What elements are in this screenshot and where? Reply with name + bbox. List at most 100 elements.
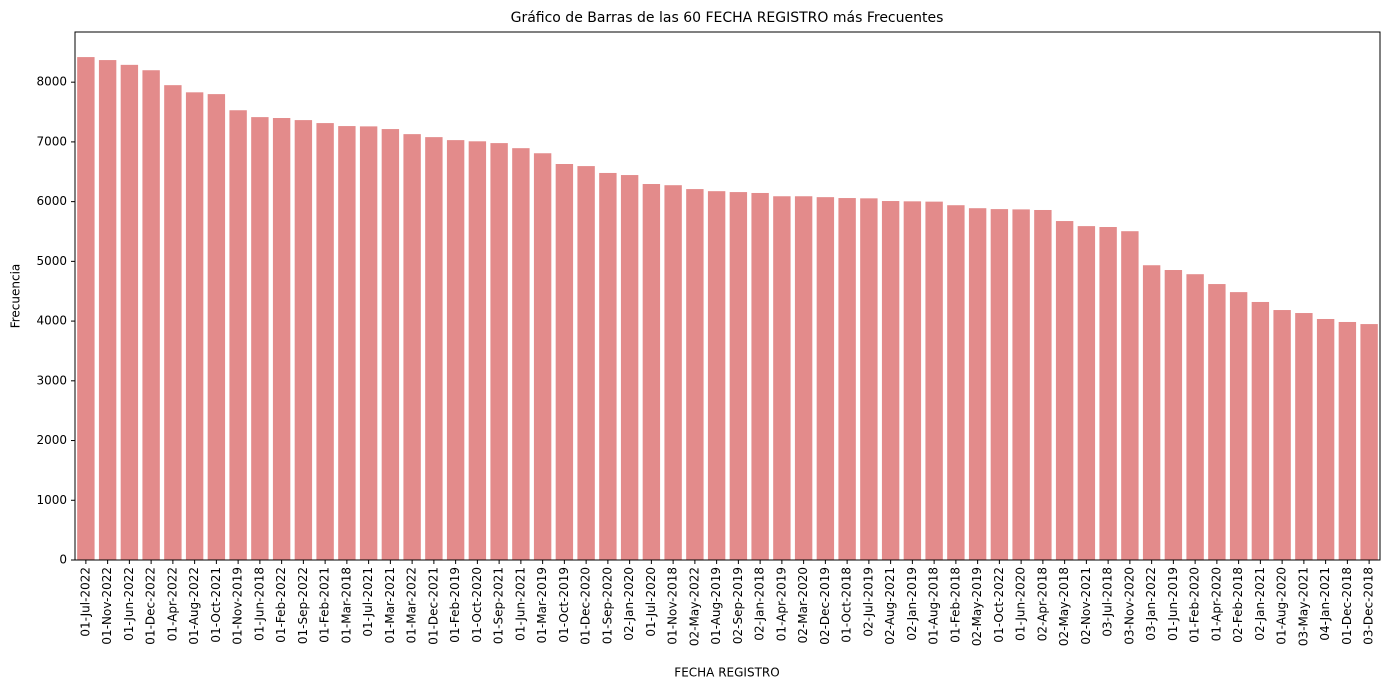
x-tick-label: 01-Mar-2022 <box>405 567 419 643</box>
x-tick-label: 01-Nov-2022 <box>100 567 114 645</box>
bar <box>381 129 400 560</box>
x-tick-label: 02-Jan-2021 <box>1253 567 1267 641</box>
x-tick-label: 01-Feb-2019 <box>448 567 462 643</box>
bar <box>272 118 291 561</box>
y-tick-label: 7000 <box>36 134 67 148</box>
y-axis-label: Frecuencia <box>9 264 23 329</box>
x-tick-label: 01-Dec-2018 <box>1340 567 1354 645</box>
x-tick-label: 02-Jan-2018 <box>753 567 767 641</box>
x-tick-label: 01-Jun-2020 <box>1014 567 1028 641</box>
x-tick-label: 01-Oct-2019 <box>557 567 571 643</box>
x-tick-label: 01-Dec-2022 <box>144 567 158 645</box>
x-tick-label: 03-Jan-2022 <box>1144 567 1158 641</box>
y-tick-label: 1000 <box>36 493 67 507</box>
x-tick-label: 01-Feb-2018 <box>948 567 962 643</box>
plot-frame <box>74 31 1381 561</box>
x-tick-label: 01-Jun-2018 <box>252 567 266 641</box>
bar <box>338 126 356 561</box>
bar <box>185 92 204 560</box>
x-tick-label: 01-Jun-2022 <box>122 567 136 641</box>
x-tick-label: 02-Jan-2020 <box>622 567 636 641</box>
bar <box>838 198 856 561</box>
bar <box>1360 324 1378 560</box>
bar <box>1164 270 1183 560</box>
x-tick-label: 01-Nov-2018 <box>666 567 680 645</box>
x-tick-label: 01-Nov-2019 <box>231 567 245 645</box>
x-tick-label: 01-Jul-2022 <box>78 567 92 637</box>
bar <box>773 196 791 560</box>
bar <box>642 184 661 561</box>
bar <box>816 197 835 560</box>
bar <box>251 117 269 560</box>
x-tick-label: 01-Mar-2018 <box>339 567 353 643</box>
x-tick-label: 03-May-2021 <box>1296 567 1310 646</box>
bar <box>729 192 748 561</box>
bar <box>425 137 443 560</box>
x-tick-label: 03-Nov-2020 <box>1122 567 1136 645</box>
y-tick-label: 6000 <box>36 194 67 208</box>
bar <box>925 201 943 560</box>
bar <box>1142 265 1161 560</box>
bar <box>446 140 465 561</box>
x-tick-label: 01-Jun-2021 <box>513 567 527 641</box>
x-tick-label: 01-Apr-2019 <box>774 567 788 641</box>
x-tick-label: 01-Aug-2022 <box>187 567 201 645</box>
x-tick-label: 01-Sep-2021 <box>492 567 506 644</box>
x-tick-label: 02-Dec-2019 <box>818 567 832 645</box>
bar <box>860 198 878 561</box>
x-tick-label: 02-Nov-2021 <box>1079 567 1093 645</box>
y-tick-label: 4000 <box>36 314 67 328</box>
x-tick-label: 01-Oct-2020 <box>470 567 484 643</box>
y-tick-label: 8000 <box>36 75 67 89</box>
x-tick-label: 02-Mar-2020 <box>796 567 810 643</box>
bar <box>968 208 987 560</box>
bar <box>1186 274 1204 560</box>
y-tick-label: 0 <box>59 553 67 567</box>
bar <box>903 201 922 560</box>
x-tick-label: 01-Feb-2021 <box>318 567 332 643</box>
bar <box>1099 227 1117 560</box>
bar <box>229 110 247 560</box>
x-tick-label: 01-Mar-2019 <box>535 567 549 643</box>
bar <box>490 143 508 560</box>
bar <box>990 209 1009 560</box>
bar <box>98 60 117 561</box>
bar <box>1295 313 1313 560</box>
bar <box>794 196 813 560</box>
bar <box>686 189 704 560</box>
bar <box>120 64 139 560</box>
x-tick-label: 01-Jul-2021 <box>361 567 375 637</box>
bar <box>1077 226 1096 560</box>
x-tick-label: 01-Dec-2021 <box>426 567 440 645</box>
bar <box>1055 221 1074 561</box>
bar <box>316 123 334 561</box>
bar <box>294 120 313 560</box>
bar <box>1273 310 1291 560</box>
x-tick-label: 02-Aug-2021 <box>883 567 897 645</box>
bar <box>1012 209 1030 560</box>
bar <box>751 192 769 560</box>
x-tick-label: 01-Aug-2019 <box>709 567 723 645</box>
bar <box>1208 284 1226 560</box>
bar <box>555 164 574 560</box>
bar <box>947 205 965 560</box>
bar <box>664 185 682 560</box>
x-tick-label: 01-Dec-2020 <box>579 567 593 645</box>
x-tick-label: 03-Jul-2018 <box>1101 567 1115 637</box>
x-tick-label: 01-Sep-2022 <box>296 567 310 644</box>
x-tick-label: 01-Jun-2019 <box>1166 567 1180 641</box>
x-tick-label: 02-Feb-2018 <box>1231 567 1245 643</box>
bar <box>1316 318 1335 560</box>
bar <box>1229 292 1248 560</box>
y-tick-label: 2000 <box>36 433 67 447</box>
bar <box>599 172 617 560</box>
y-tick-label: 3000 <box>36 373 67 387</box>
x-tick-label: 01-Oct-2022 <box>992 567 1006 643</box>
x-tick-label: 02-Sep-2019 <box>731 567 745 644</box>
bar <box>533 153 552 560</box>
x-tick-label: 01-Oct-2021 <box>209 567 223 643</box>
bar <box>1251 301 1270 560</box>
bar <box>620 175 639 560</box>
x-tick-label: 02-May-2022 <box>687 567 701 646</box>
